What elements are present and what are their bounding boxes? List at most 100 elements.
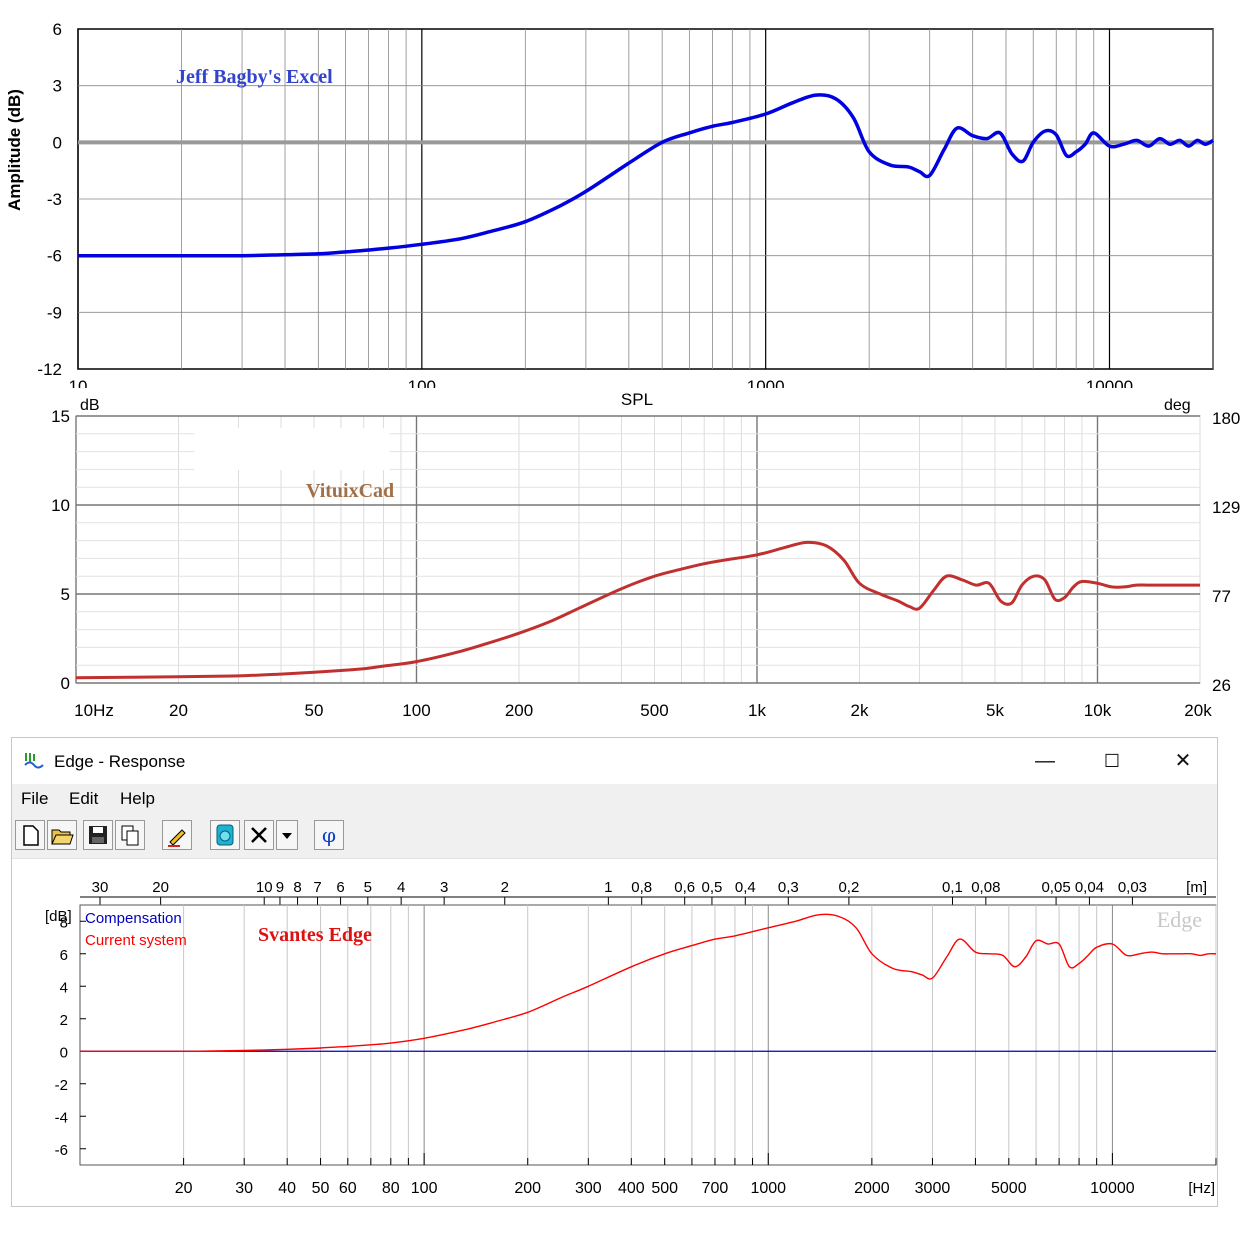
edge-watermark: Edge [1157,907,1202,932]
dropdown-arrow-icon[interactable] [276,820,298,850]
edge-top-tick-label: 0,2 [838,879,859,896]
edge-top-tick-label: 0,8 [631,879,652,896]
excel-x-tick-label: 100 [408,377,436,388]
copy-icon[interactable] [115,820,145,850]
current-system-line [79,913,1217,1053]
edge-x-tick-label: 1000 [750,1180,786,1197]
edge-chart: 30 20 10 9 8 7 6 5 4 3 2 1 0,8 0,6 0,5 0,4 0,3 0,2 0,1 0,08… [45,879,1217,1197]
edge-x-tick-label: 500 [651,1180,678,1197]
window-title: Edge - Response [54,752,186,771]
vituix-series-line [75,540,1200,680]
vituix-x-ticks: 10Hz 20 50 100 200 500 1k 2k 5k 10k 20k [74,701,1212,720]
excel-y-tick-label: -12 [37,360,62,379]
vituix-y2-tick-label: 129 [1212,498,1240,517]
edge-top-tick-label: 10 [256,879,273,896]
edge-top-tick-label: 0,4 [735,879,756,896]
edge-top-axis-unit: [m] [1186,879,1207,896]
pencil-icon[interactable] [162,820,192,850]
title-bar[interactable]: Edge - Response — ☐ ✕ [12,738,1217,784]
edge-top-tick-label: 0,6 [674,879,695,896]
edge-top-tick-label: 2 [501,879,509,896]
vituix-y-tick-label: 10 [51,496,70,515]
vituix-x-tick-label: 1k [748,701,766,720]
vituix-y-axis-label: dB [80,397,100,414]
excel-y-ticks: 6 3 0 -3 -6 -9 -12 [37,20,62,379]
edge-top-tick-label: 8 [293,879,301,896]
excel-grid [77,29,1214,369]
vituix-x-tick-label: 20k [1184,701,1212,720]
menu-file[interactable]: File [21,789,49,808]
edge-x-axis-unit: [Hz] [1188,1180,1215,1197]
excel-x-tick-label: 10000 [1086,377,1133,388]
save-icon[interactable] [83,820,113,850]
edge-top-tick-label: 4 [397,879,405,896]
excel-y-tick-label: 6 [53,20,62,39]
excel-series-line [78,93,1214,258]
edge-top-tick-label: 0,08 [971,879,1000,896]
edge-top-tick-label: 1 [604,879,612,896]
edge-annotation: Svantes Edge [258,924,372,946]
phase-button[interactable]: φ [314,820,344,850]
edge-x-tick-label: 80 [382,1180,400,1197]
toolbar: φ [12,814,1217,859]
edge-x-tick-label: 300 [575,1180,602,1197]
vituix-y2-tick-label: 180 [1212,409,1240,428]
vituix-y2-tick-label: 26 [1212,676,1231,695]
edge-y-tick-label: 6 [60,947,68,964]
excel-x-tick-label: 10 [69,377,88,388]
edge-window: Edge - Response — ☐ ✕ File Edit Help φ 3… [11,737,1218,1207]
vituix-x-tick-label: 10Hz [74,701,114,720]
vituix-y2-tick-label: 77 [1212,587,1231,606]
edge-x-tick-label: 10000 [1090,1180,1135,1197]
edge-y-tick-label: -2 [55,1077,68,1094]
menu-bar: File Edit Help [12,784,1217,814]
maximize-button[interactable]: ☐ [1103,751,1121,771]
vituix-white-patch [194,428,390,470]
excel-y-tick-label: 0 [53,133,62,152]
edge-grid [80,905,1217,1165]
edge-x-tick-label: 20 [175,1180,193,1197]
excel-x-ticks: 10 100 1000 10000 [69,377,1134,388]
edge-y-axis-label: [dB] [45,908,72,925]
edge-plot-area [79,904,1217,1166]
open-icon[interactable] [47,820,77,850]
legend-compensation: Compensation [85,910,182,927]
vituix-x-tick-label: 5k [986,701,1004,720]
edge-y-tick-label: -6 [55,1142,68,1159]
edge-x-tick-label: 3000 [915,1180,951,1197]
edge-top-tick-label: 9 [276,879,284,896]
excel-y-tick-label: -6 [47,247,62,266]
edge-x-tick-label: 5000 [991,1180,1027,1197]
excel-y-axis-label: Amplitude (dB) [5,89,24,211]
edge-x-tick-label: 200 [514,1180,541,1197]
menu-edit[interactable]: Edit [69,789,99,808]
edge-x-tick-label: 60 [339,1180,357,1197]
edge-top-tick-label: 30 [92,879,109,896]
edge-x-tick-label: 40 [278,1180,296,1197]
vituix-annotation: VituixCad [306,480,394,502]
vituix-y-tick-label: 5 [61,585,70,604]
speaker-icon[interactable] [210,820,240,850]
edge-x-tick-label: 400 [618,1180,645,1197]
vituix-y-tick-label: 0 [61,674,70,693]
edge-top-tick-label: 3 [440,879,448,896]
edge-top-tick-label: 0,5 [702,879,723,896]
edge-y-tick-label: 4 [60,979,68,996]
vituix-y-tick-label: 15 [51,407,70,426]
clear-icon[interactable] [244,820,274,850]
edge-y-tick-label: 8 [60,914,68,931]
vituix-y2-ticks: 180 129 77 26 [1212,409,1240,695]
edge-top-tick-label: 7 [313,879,321,896]
vituix-x-tick-label: 20 [169,701,188,720]
vituix-title: SPL [621,390,653,409]
minimize-button[interactable]: — [1035,750,1055,772]
new-icon[interactable] [15,820,45,850]
edge-top-tick-label: 6 [336,879,344,896]
edge-y-ticks: 8 6 4 2 0 -2 -4 -6 [55,914,68,1159]
close-button[interactable]: ✕ [1174,750,1192,772]
menu-help[interactable]: Help [120,789,155,808]
vituix-x-tick-label: 200 [505,701,533,720]
edge-x-tick-label: 50 [312,1180,330,1197]
vituix-y-ticks: 15 10 5 0 [51,407,70,693]
excel-x-tick-label: 1000 [747,377,785,388]
